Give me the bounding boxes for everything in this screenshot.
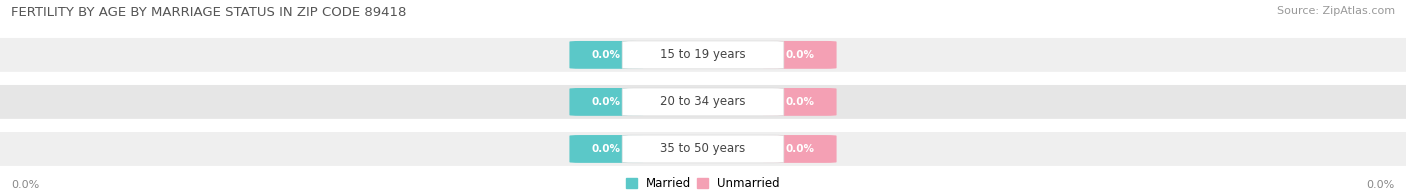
FancyBboxPatch shape bbox=[762, 41, 837, 69]
FancyBboxPatch shape bbox=[762, 135, 837, 163]
FancyBboxPatch shape bbox=[0, 85, 1406, 119]
Text: 0.0%: 0.0% bbox=[785, 97, 814, 107]
Text: 35 to 50 years: 35 to 50 years bbox=[661, 142, 745, 155]
Text: 0.0%: 0.0% bbox=[785, 144, 814, 154]
FancyBboxPatch shape bbox=[762, 88, 837, 116]
FancyBboxPatch shape bbox=[569, 41, 644, 69]
Text: 0.0%: 0.0% bbox=[1367, 180, 1395, 190]
Text: FERTILITY BY AGE BY MARRIAGE STATUS IN ZIP CODE 89418: FERTILITY BY AGE BY MARRIAGE STATUS IN Z… bbox=[11, 6, 406, 19]
Text: 0.0%: 0.0% bbox=[592, 144, 621, 154]
Text: 15 to 19 years: 15 to 19 years bbox=[661, 48, 745, 61]
Legend: Married, Unmarried: Married, Unmarried bbox=[626, 177, 780, 190]
Text: 0.0%: 0.0% bbox=[785, 50, 814, 60]
Text: Source: ZipAtlas.com: Source: ZipAtlas.com bbox=[1277, 6, 1395, 16]
FancyBboxPatch shape bbox=[621, 88, 785, 116]
Text: 0.0%: 0.0% bbox=[11, 180, 39, 190]
Text: 20 to 34 years: 20 to 34 years bbox=[661, 95, 745, 108]
FancyBboxPatch shape bbox=[621, 41, 785, 69]
Text: 0.0%: 0.0% bbox=[592, 97, 621, 107]
FancyBboxPatch shape bbox=[0, 132, 1406, 166]
FancyBboxPatch shape bbox=[0, 38, 1406, 72]
Text: 0.0%: 0.0% bbox=[592, 50, 621, 60]
FancyBboxPatch shape bbox=[569, 135, 644, 163]
FancyBboxPatch shape bbox=[569, 88, 644, 116]
FancyBboxPatch shape bbox=[621, 135, 785, 163]
